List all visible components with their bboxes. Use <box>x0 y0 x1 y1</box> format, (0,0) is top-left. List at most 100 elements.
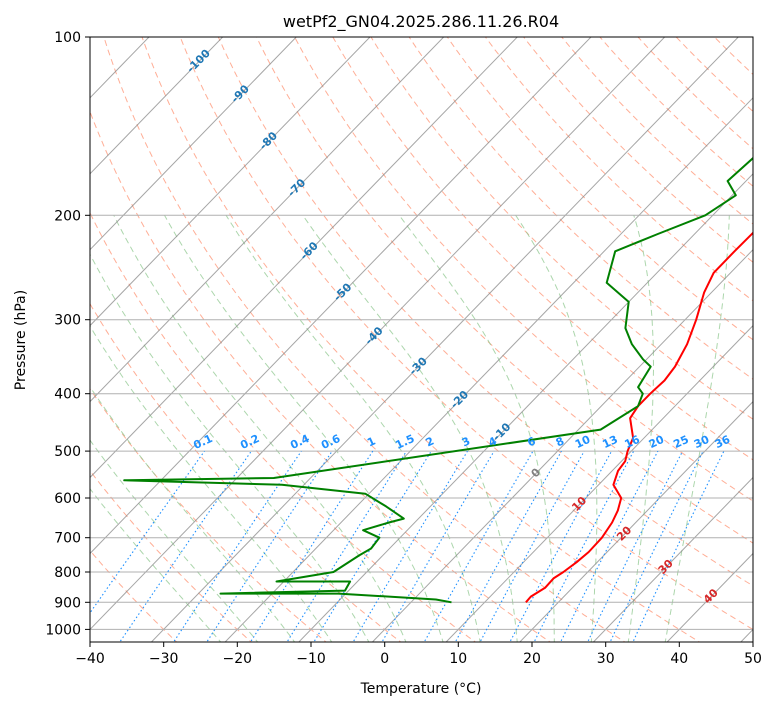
mixing-ratio-label: 8 <box>554 434 566 449</box>
axis-ticks: −40 −30 −20 −10 0 10 20 30 40 5010020030040050060… <box>45 30 762 667</box>
mixing-ratio-line <box>313 450 432 642</box>
isotherm-line <box>445 324 753 642</box>
dry-adiabat <box>90 388 327 642</box>
x-axis-title: Temperature (°C) <box>360 681 482 697</box>
moist-adiabat <box>627 215 654 642</box>
y-tick-label: 600 <box>54 491 81 507</box>
dry-adiabat <box>141 37 701 642</box>
mixing-ratio-label: 6 <box>525 434 538 449</box>
dry-adiabat <box>370 37 753 420</box>
moist-adiabat <box>515 215 598 642</box>
isotherm-line <box>371 248 753 642</box>
plot-frame <box>89 36 754 643</box>
moist-adiabat <box>664 215 730 642</box>
mixing-ratio-label: 36 <box>713 433 733 451</box>
isotherm-line <box>150 37 739 642</box>
mixing-ratio-line <box>587 450 684 642</box>
mixing-ratio-line <box>206 450 333 642</box>
mixing-ratio-line <box>381 450 495 642</box>
dry-adiabat <box>446 37 753 341</box>
mixing-ratio-line <box>249 450 374 642</box>
moist-adiabat <box>90 439 259 642</box>
mixing-ratio-line <box>509 450 613 642</box>
x-tick-label: 50 <box>744 651 762 667</box>
dewpoint-profile <box>123 156 753 604</box>
isotherm-line <box>90 37 445 403</box>
x-tick-label: −30 <box>149 651 179 667</box>
isotherm-line <box>592 476 753 642</box>
dry-adiabat <box>294 37 753 502</box>
y-tick-label: 200 <box>54 208 81 224</box>
isotherm-line <box>90 37 592 555</box>
isotherm-line <box>298 173 753 642</box>
dry-adiabat <box>675 37 753 113</box>
mixing-ratio-line <box>609 450 704 642</box>
chart-title: wetPf2_GN04.2025.286.11.26.R04 <box>283 12 559 32</box>
mixing-ratio-label: 20 <box>647 433 667 451</box>
isotherm-line <box>90 37 224 175</box>
mixing-ratio-label: 10 <box>573 433 593 451</box>
background-lines <box>90 37 753 642</box>
moist-adiabat <box>113 215 407 642</box>
mixing-ratio-line <box>423 450 534 642</box>
mixing-ratio-line <box>479 450 585 642</box>
mixing-ratio-line <box>119 450 252 642</box>
mixing-ratio-label: 3 <box>460 434 472 449</box>
dry-adiabat <box>103 37 626 642</box>
dry-adiabat <box>217 37 753 587</box>
mixing-ratio-line <box>559 450 659 642</box>
moist-adiabat <box>225 215 481 642</box>
moist-adiabat <box>90 325 333 642</box>
mixing-ratio-label: 13 <box>600 433 619 451</box>
y-axis-title: Pressure (hPa) <box>13 290 29 390</box>
y-tick-label: 500 <box>54 444 81 460</box>
dry-adiabat <box>522 37 753 263</box>
dry-adiabat <box>713 37 753 76</box>
mixing-ratio-line <box>286 450 407 642</box>
isotherm-line <box>224 97 753 642</box>
moist-adiabat <box>90 487 222 642</box>
mixing-ratio-label: 16 <box>623 433 643 451</box>
x-tick-label: 0 <box>380 651 389 667</box>
mixing-ratio-label: 0.2 <box>238 432 261 452</box>
mixing-ratio-label: 30 <box>692 433 712 451</box>
y-tick-label: 700 <box>54 531 81 547</box>
profile-lines <box>123 156 753 604</box>
y-tick-label: 300 <box>54 313 81 329</box>
mixing-ratio-line <box>172 450 302 642</box>
mixing-ratio-label: 1.5 <box>393 432 416 452</box>
y-tick-label: 800 <box>54 565 81 581</box>
x-tick-label: 40 <box>670 651 688 667</box>
y-tick-label: 100 <box>54 30 81 46</box>
y-tick-label: 1000 <box>45 622 81 638</box>
dry-adiabat <box>90 302 402 642</box>
isotherm-line <box>90 37 518 479</box>
moist-adiabat <box>398 215 555 642</box>
moist-adiabat <box>90 253 370 642</box>
x-tick-label: −40 <box>75 651 105 667</box>
temperature-profile <box>525 231 753 603</box>
dry-adiabat <box>561 37 753 225</box>
dry-adiabat <box>332 37 753 461</box>
mixing-ratio-line <box>90 450 205 614</box>
isotherm-line <box>90 37 297 251</box>
dry-adiabat <box>255 37 753 544</box>
isotherm-line <box>90 37 371 327</box>
dry-adiabat <box>90 469 253 642</box>
y-tick-label: 400 <box>54 387 81 403</box>
x-tick-label: −20 <box>223 651 253 667</box>
mixing-ratio-label: 25 <box>671 433 690 451</box>
x-tick-label: 10 <box>449 651 467 667</box>
line-labels: 0.1 0.2 0.4 0.6 1 1.5 2 3 4 6 8 10 13 16 20 25 30 36-100-… <box>184 47 732 607</box>
x-tick-label: −10 <box>296 651 326 667</box>
moist-adiabat <box>164 215 444 642</box>
mixing-ratio-label: 1 <box>365 434 377 449</box>
mixing-ratio-line <box>632 450 725 642</box>
mixing-ratio-label: 0.4 <box>288 432 311 452</box>
dry-adiabat <box>484 37 753 302</box>
moist-adiabat <box>302 215 518 642</box>
isotherm-line <box>90 37 666 631</box>
x-tick-label: 20 <box>523 651 541 667</box>
isotherm-line <box>519 400 753 642</box>
